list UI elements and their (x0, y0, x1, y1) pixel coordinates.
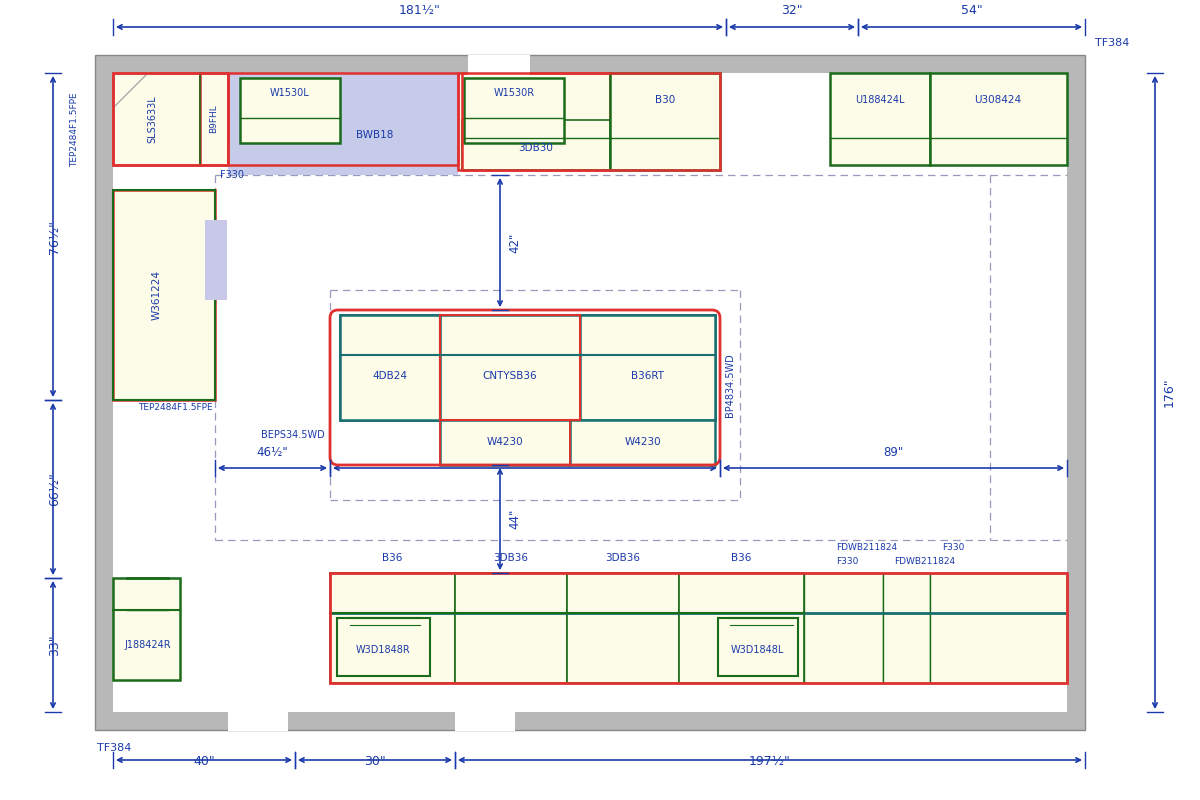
Bar (113, 190, 215, 400)
Bar (330, 573, 455, 683)
Text: B30: B30 (655, 95, 676, 105)
Text: 46½": 46½" (257, 446, 288, 459)
Bar (455, 573, 568, 683)
Bar (340, 315, 715, 420)
Bar (113, 73, 200, 165)
Bar (440, 315, 580, 420)
Text: CNTYSB36: CNTYSB36 (482, 371, 538, 381)
Bar (580, 315, 715, 420)
Bar (240, 78, 340, 143)
Text: F330: F330 (942, 543, 965, 553)
Text: BEPS34.5WD: BEPS34.5WD (262, 430, 325, 440)
Text: B36: B36 (382, 553, 402, 563)
Bar (370, 140, 458, 175)
Text: W361224: W361224 (152, 270, 162, 320)
Bar (228, 140, 458, 175)
Text: FDWB211824: FDWB211824 (836, 543, 898, 553)
Bar (458, 73, 610, 170)
Text: BWB18: BWB18 (356, 130, 394, 140)
Text: 4DB24: 4DB24 (372, 371, 408, 381)
Bar (455, 711, 515, 731)
Bar (340, 315, 440, 420)
Bar (200, 73, 228, 165)
Bar (468, 55, 530, 75)
Text: 76½": 76½" (48, 219, 61, 254)
Text: 42": 42" (508, 232, 521, 253)
Text: BP4834.5WD: BP4834.5WD (725, 353, 734, 417)
Bar (113, 73, 1067, 712)
Text: 3DB36: 3DB36 (493, 553, 528, 563)
Bar (883, 573, 930, 683)
Text: TF384: TF384 (97, 743, 131, 753)
Bar (95, 55, 1085, 730)
Text: W3D1848L: W3D1848L (731, 645, 784, 655)
Bar (113, 73, 228, 165)
Bar (440, 420, 570, 465)
Text: 30": 30" (364, 755, 386, 768)
Text: 108": 108" (511, 446, 539, 459)
Bar (440, 420, 570, 465)
Text: W3D1848R: W3D1848R (355, 645, 410, 655)
Text: B36: B36 (731, 553, 751, 563)
Bar (330, 573, 1067, 683)
Text: 89": 89" (883, 446, 904, 459)
Text: 33": 33" (48, 634, 61, 656)
Text: W4230: W4230 (625, 437, 661, 447)
Bar (568, 573, 679, 683)
Bar (228, 711, 288, 731)
Bar (830, 73, 930, 165)
Text: TEP2484F1.5FPE: TEP2484F1.5FPE (71, 93, 79, 167)
Bar (337, 618, 430, 676)
Text: 3DB30: 3DB30 (518, 143, 553, 153)
Bar (113, 578, 180, 680)
Text: TF384: TF384 (1096, 38, 1129, 48)
Text: 40": 40" (193, 755, 215, 768)
Text: J188424R: J188424R (125, 640, 172, 650)
Text: U188424L: U188424L (856, 95, 905, 105)
Text: 66½": 66½" (48, 472, 61, 506)
Text: 3DB36: 3DB36 (606, 553, 641, 563)
Bar (464, 78, 564, 143)
Text: 197½": 197½" (749, 755, 791, 768)
Bar (228, 73, 458, 165)
Bar (804, 573, 883, 683)
Bar (718, 618, 798, 676)
Bar (679, 573, 804, 683)
Text: U308424: U308424 (974, 95, 1021, 105)
Bar (228, 73, 458, 165)
Text: W1530L: W1530L (270, 88, 310, 98)
Text: FDWB211824: FDWB211824 (894, 558, 955, 566)
Text: 44": 44" (508, 509, 521, 529)
Text: F330: F330 (220, 170, 244, 180)
Text: 54": 54" (961, 4, 983, 17)
Text: 32": 32" (781, 4, 803, 17)
Text: 181½": 181½" (398, 4, 440, 17)
Text: TEP2484F1.5FPE: TEP2484F1.5FPE (138, 403, 212, 413)
Text: B36RT: B36RT (630, 371, 664, 381)
Text: 176": 176" (1163, 378, 1176, 407)
Text: F330: F330 (836, 558, 858, 566)
Text: W4230: W4230 (487, 437, 523, 447)
Bar (930, 73, 1067, 165)
Bar (610, 73, 720, 170)
Bar (570, 420, 715, 465)
Bar (113, 190, 215, 400)
Text: W1530R: W1530R (493, 88, 534, 98)
Bar (930, 573, 1067, 683)
Bar (462, 73, 720, 170)
Bar (462, 120, 610, 170)
Text: SLS3633L: SLS3633L (148, 95, 157, 143)
Bar (205, 220, 227, 300)
Text: B9FHL: B9FHL (210, 105, 218, 134)
Bar (440, 315, 580, 420)
